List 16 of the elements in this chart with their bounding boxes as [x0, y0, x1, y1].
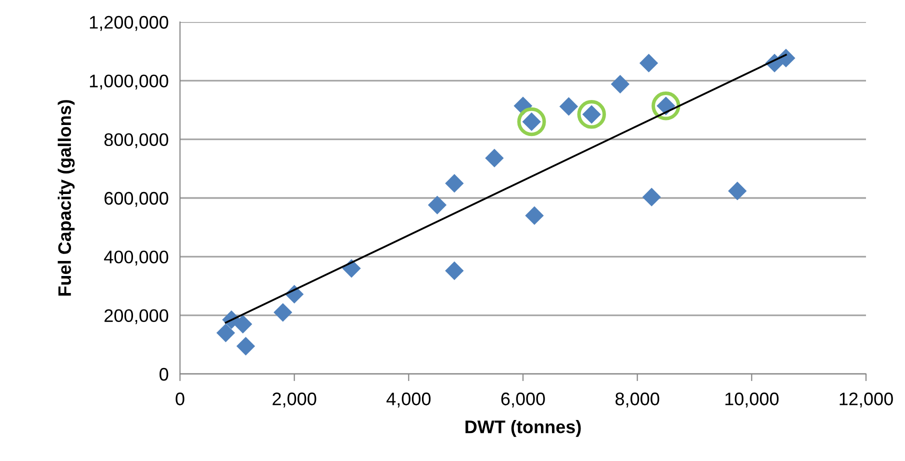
y-tick-label: 200,000 [104, 309, 168, 324]
y-tick-label: 0 [160, 368, 168, 381]
x-axis-title: DWT (tonnes) [466, 420, 581, 437]
y-tick-label: 1,200,000 [90, 16, 168, 31]
x-tick-label: 4,000 [386, 392, 431, 408]
y-tick-label: 1,000,000 [90, 74, 168, 90]
x-tick-label: 12,000 [840, 392, 893, 408]
y-tick-label: 800,000 [104, 133, 168, 148]
x-tick-label: 2,000 [272, 392, 316, 408]
y-tick-label: 400,000 [104, 250, 168, 266]
x-tick-label: 8,000 [616, 392, 660, 408]
y-axis-title: Fuel Capacity (gallons) [58, 100, 75, 296]
x-tick-label: 0 [176, 392, 184, 406]
y-tick-label: 600,000 [104, 192, 168, 207]
x-tick-label: 6,000 [501, 392, 545, 408]
x-tick-label: 10,000 [725, 392, 779, 408]
